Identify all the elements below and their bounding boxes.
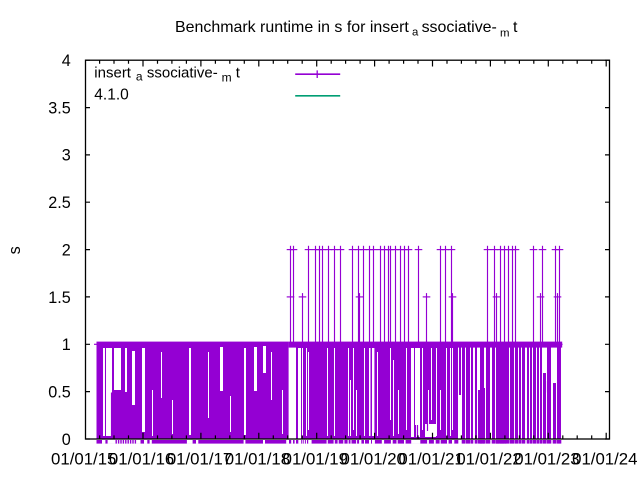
svg-text:01/01/22: 01/01/22 [456, 450, 521, 469]
svg-text:01/01/21: 01/01/21 [398, 450, 463, 469]
svg-text:s: s [6, 246, 24, 254]
svg-text:01/01/19: 01/01/19 [283, 450, 348, 469]
svg-text:01/01/17: 01/01/17 [167, 450, 232, 469]
svg-text:01/01/16: 01/01/16 [109, 450, 174, 469]
svg-text:3.5: 3.5 [48, 99, 71, 117]
svg-text:01/01/24: 01/01/24 [572, 450, 637, 469]
svg-text:01/01/18: 01/01/18 [225, 450, 290, 469]
svg-text:01/01/20: 01/01/20 [341, 450, 406, 469]
svg-text:4: 4 [62, 52, 71, 70]
svg-text:Benchmark runtime in s for ins: Benchmark runtime in s for insert a ssoc… [175, 19, 518, 39]
svg-text:0: 0 [62, 431, 71, 449]
svg-text:1.5: 1.5 [48, 289, 71, 307]
svg-text:2.5: 2.5 [48, 194, 71, 212]
svg-text:01/01/23: 01/01/23 [514, 450, 579, 469]
svg-text:insert a ssociative- m t: insert a ssociative- m t [94, 64, 240, 84]
svg-text:1: 1 [62, 336, 71, 354]
svg-text:4.1.0: 4.1.0 [94, 86, 129, 103]
svg-text:3: 3 [62, 147, 71, 165]
svg-text:2: 2 [62, 241, 71, 259]
svg-text:0.5: 0.5 [48, 383, 71, 401]
svg-text:01/01/15: 01/01/15 [51, 450, 116, 469]
